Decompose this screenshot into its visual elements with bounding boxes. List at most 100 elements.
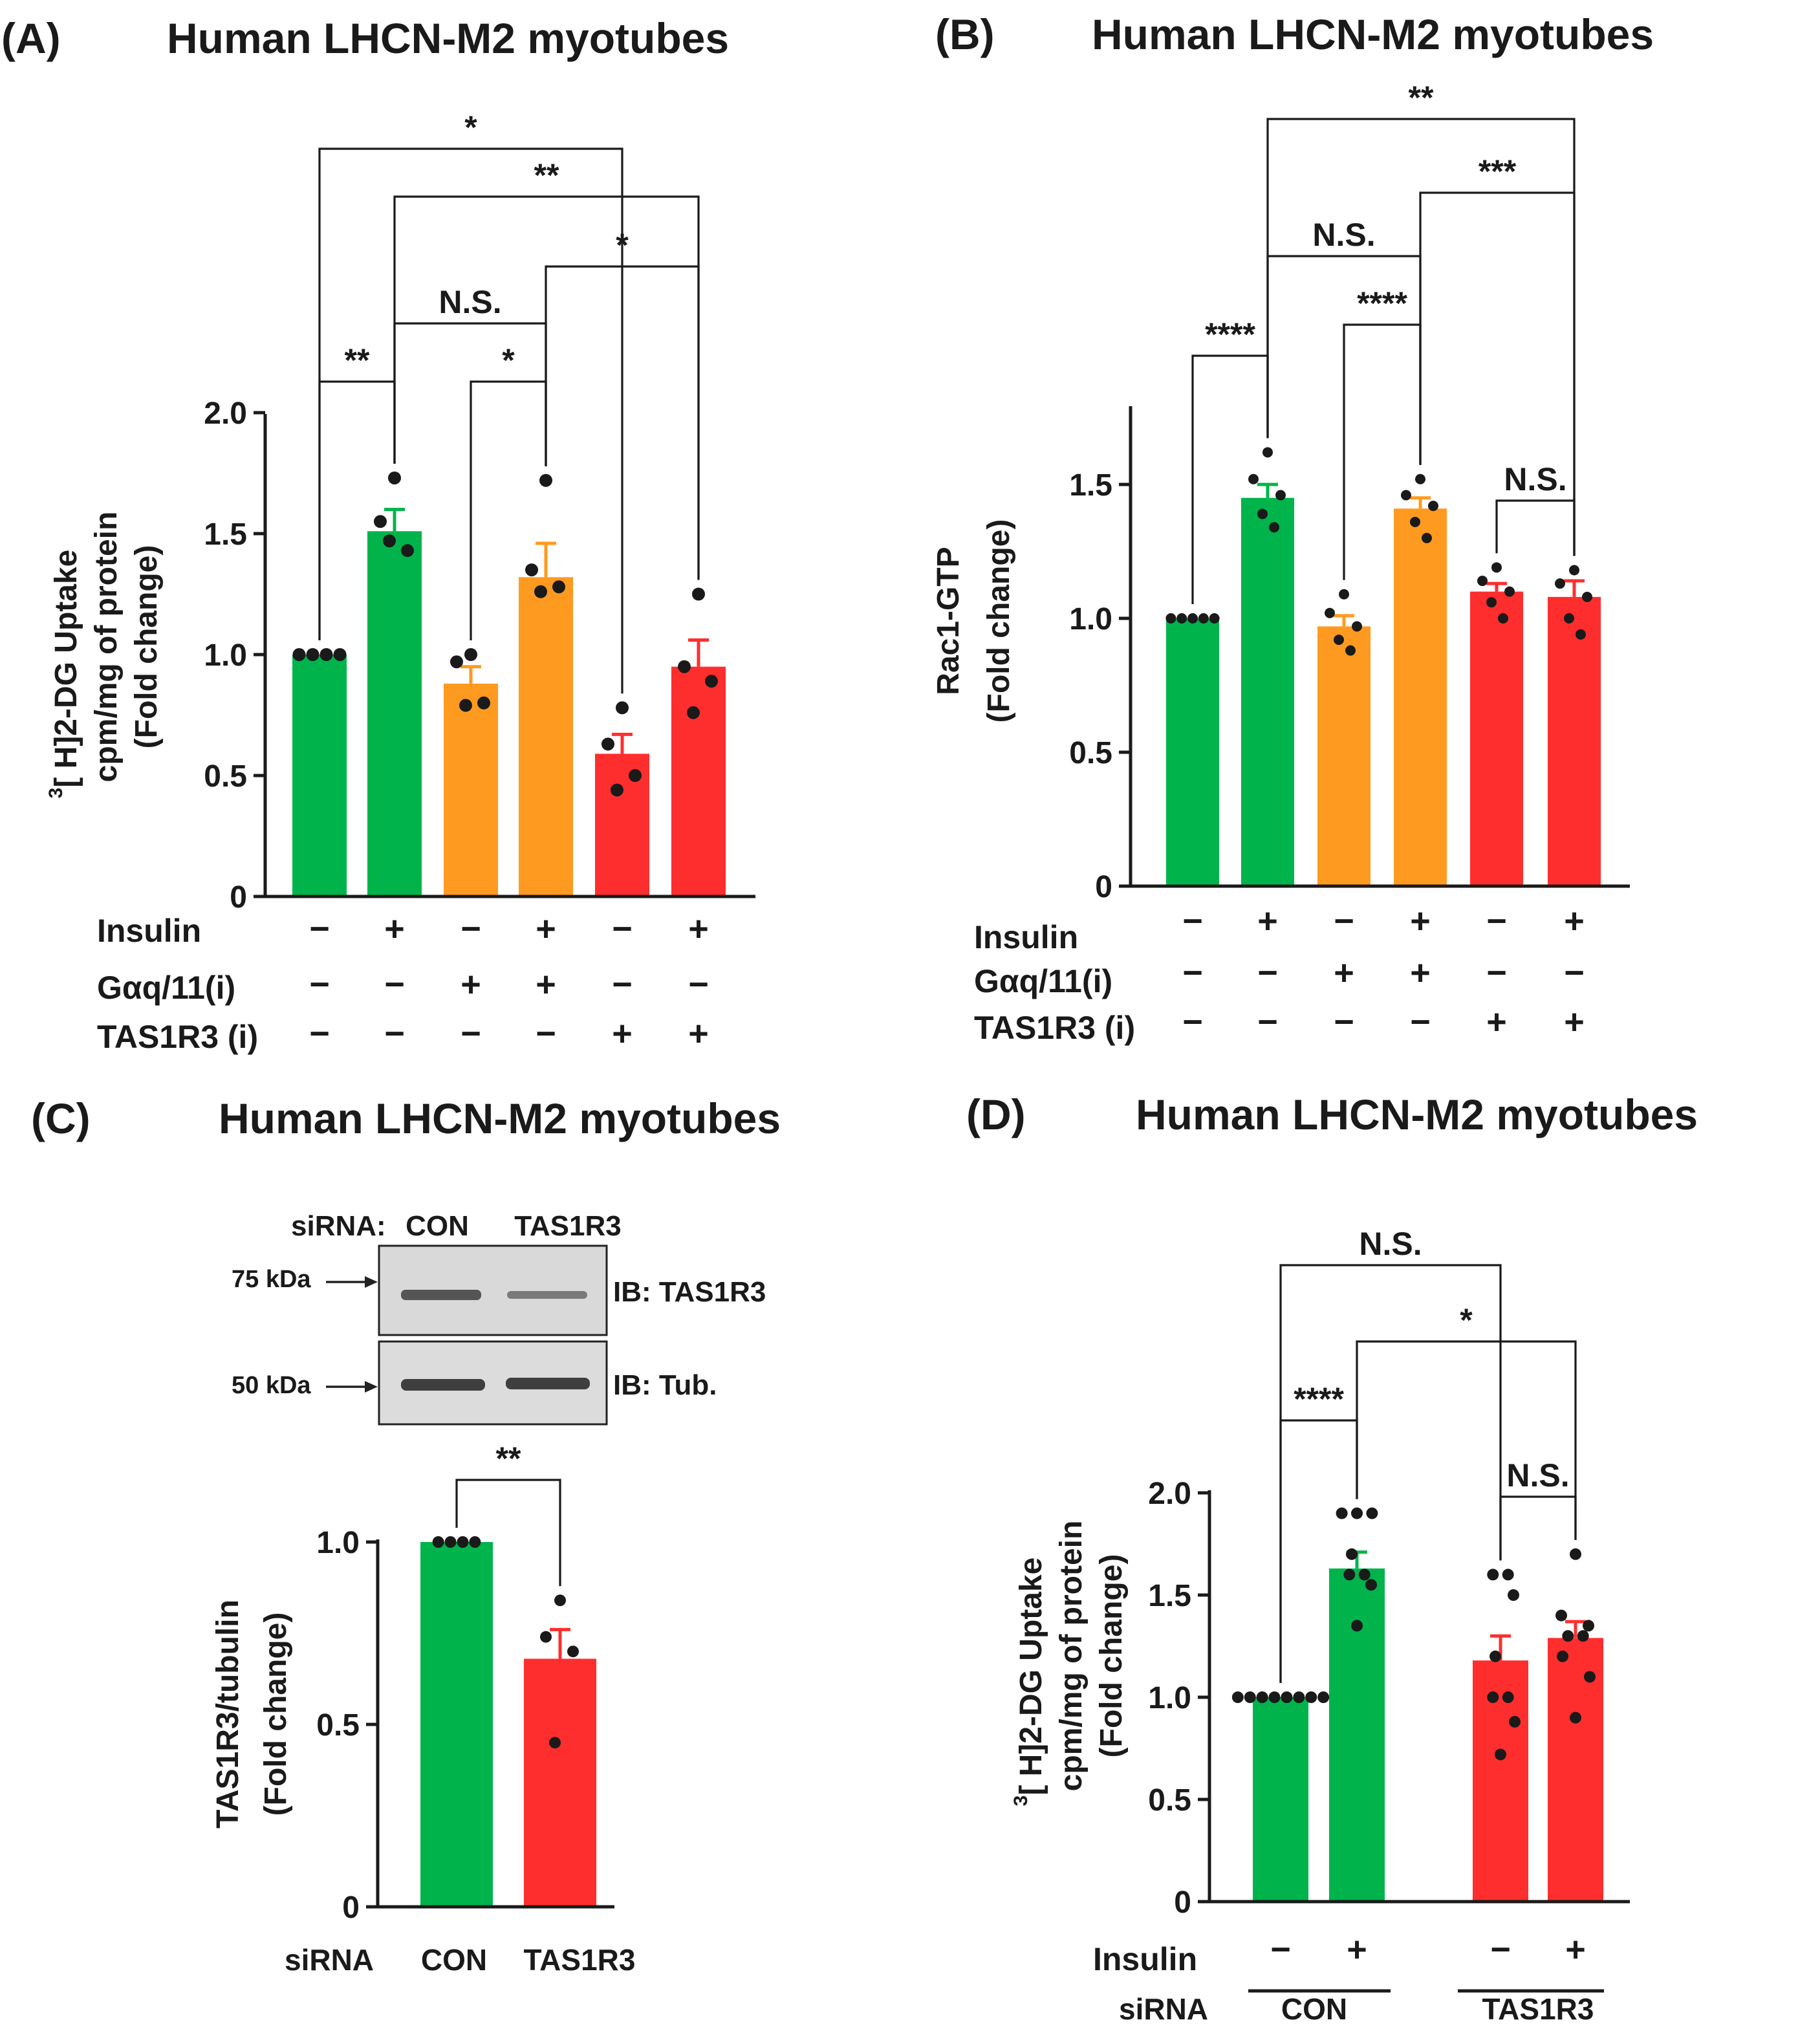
chart-a-point-1-1 bbox=[292, 648, 306, 661]
chart-d-point-3-1 bbox=[1487, 1569, 1499, 1581]
chart-a-sign-2-5: − bbox=[612, 965, 633, 1004]
chart-b-sign-3-2: − bbox=[1257, 1003, 1278, 1041]
chart-a-point-4-2 bbox=[525, 563, 538, 577]
chart-b-point-2-3 bbox=[1275, 490, 1286, 501]
chart-d-point-1-2 bbox=[1244, 1691, 1256, 1703]
chart-b-condition-name-3: TAS1R3 (i) bbox=[974, 1010, 1135, 1046]
chart-c-bar-2 bbox=[524, 1658, 596, 1907]
chart-d-point-2-7 bbox=[1365, 1579, 1377, 1591]
panel-c-title: Human LHCN-M2 myotubes bbox=[219, 1094, 781, 1142]
chart-d-point-2-4 bbox=[1346, 1548, 1358, 1560]
panel-a-title: Human LHCN-M2 myotubes bbox=[167, 14, 729, 62]
chart-b-sign-3-3: − bbox=[1334, 1003, 1354, 1041]
chart-b-ylabel-line-1: Rac1-GTP bbox=[931, 547, 966, 695]
chart-d-point-4-7 bbox=[1584, 1671, 1596, 1683]
chart-b-y-tick-label-3: 1.0 bbox=[1069, 602, 1112, 636]
blot-marker-50: 50 kDa bbox=[232, 1372, 311, 1399]
chart-b-point-3-1 bbox=[1339, 589, 1349, 600]
chart-d-ylabel-line-1: 3[ H]2-DG Uptake bbox=[1010, 1558, 1048, 1807]
chart-a-sign-1-2: + bbox=[384, 909, 405, 948]
chart-a-sig-label-5: ** bbox=[534, 157, 559, 193]
chart-b-ylabel-line-2: (Fold change) bbox=[982, 519, 1016, 723]
chart-c-category-2: TAS1R3 bbox=[524, 1943, 636, 1977]
chart-d-bar-4 bbox=[1548, 1638, 1603, 1902]
chart-a-point-2-2 bbox=[374, 515, 387, 528]
chart-d-bracket-3 bbox=[1356, 1340, 1577, 1540]
chart-a-sign-2-3: + bbox=[460, 965, 481, 1004]
chart-b-bar-5 bbox=[1470, 591, 1523, 886]
chart-b-condition-name-2: Gαq/11(i) bbox=[974, 963, 1112, 999]
chart-b-sig-label-5: *** bbox=[1479, 153, 1517, 190]
chart-b-point-1-2 bbox=[1176, 613, 1187, 624]
chart-b-point-6-1 bbox=[1569, 565, 1579, 576]
chart-a-condition-name-1: Insulin bbox=[97, 913, 201, 949]
chart-b-point-6-2 bbox=[1555, 578, 1565, 589]
chart-d-point-3-4 bbox=[1490, 1650, 1501, 1662]
chart-d-point-4-3 bbox=[1583, 1620, 1594, 1632]
chart-c-point-1-3 bbox=[457, 1536, 469, 1548]
chart-d-point-1-6 bbox=[1293, 1691, 1305, 1703]
chart-b-sign-2-4: + bbox=[1410, 953, 1431, 992]
chart-d-y-tick-label-4: 1.5 bbox=[1148, 1579, 1191, 1613]
chart-a-point-3-1 bbox=[464, 648, 477, 661]
chart-a-bar-3 bbox=[444, 683, 498, 896]
chart-b-bar-1 bbox=[1166, 618, 1219, 886]
chart-b-point-5-1 bbox=[1491, 562, 1502, 573]
chart-b-y-tick-label-1: 0 bbox=[1095, 870, 1112, 904]
chart-b-error-bar-6 bbox=[1564, 579, 1585, 597]
chart-d-point-2-5 bbox=[1343, 1569, 1356, 1581]
chart-a-error-bar-5 bbox=[612, 732, 633, 754]
chart-b-point-4-5 bbox=[1422, 532, 1432, 543]
chart-d-sig-label-3: * bbox=[1460, 1302, 1473, 1338]
blot-arrowhead-50 bbox=[365, 1381, 378, 1393]
chart-a-sig-label-6: * bbox=[464, 109, 477, 146]
chart-a-point-5-4 bbox=[611, 783, 623, 797]
chart-b-point-4-1 bbox=[1415, 473, 1425, 484]
chart-d-sig-label-1: **** bbox=[1294, 1381, 1344, 1417]
chart-d-ylabel-line-2: cpm/mg of protein bbox=[1054, 1521, 1089, 1792]
chart-c: TAS1R3/tubulin (Fold change) 0 0.5 1.0 ** si… bbox=[211, 1440, 635, 1977]
chart-a-point-3-3 bbox=[477, 696, 490, 710]
chart-a-sign-2-4: + bbox=[536, 965, 556, 1004]
chart-b-point-3-5 bbox=[1345, 645, 1356, 656]
chart-a: 3[ H]2-DG Uptake cpm/mg of protein (Fold… bbox=[45, 109, 755, 1055]
chart-b-error-bar-4 bbox=[1410, 496, 1431, 509]
chart-a-sign-1-3: − bbox=[460, 909, 481, 948]
chart-b-point-3-3 bbox=[1352, 621, 1362, 632]
chart-b-sign-1-6: + bbox=[1564, 902, 1585, 940]
chart-a-error-bar-2 bbox=[384, 508, 405, 532]
chart-b-point-4-2 bbox=[1401, 490, 1411, 501]
chart-b-point-4-3 bbox=[1428, 501, 1438, 512]
chart-d-bar-3 bbox=[1473, 1660, 1528, 1902]
chart-c-ylabel-line-2: (Fold change) bbox=[259, 1613, 293, 1816]
chart-d-point-4-1 bbox=[1570, 1548, 1581, 1560]
chart-b-sign-3-1: − bbox=[1182, 1003, 1203, 1041]
blot-band-tas1r3-con bbox=[401, 1290, 481, 1300]
chart-d-point-2-8 bbox=[1351, 1620, 1363, 1632]
chart-c-point-2-2 bbox=[540, 1631, 552, 1643]
chart-d-y-tick-label-3: 1.0 bbox=[1148, 1681, 1191, 1715]
chart-c-point-2-3 bbox=[567, 1645, 579, 1658]
chart-b-sign-1-1: − bbox=[1182, 902, 1203, 940]
chart-d-point-3-8 bbox=[1495, 1748, 1506, 1761]
chart-b-point-5-3 bbox=[1504, 586, 1515, 597]
chart-d-sign-1-2: + bbox=[1347, 1930, 1367, 1969]
chart-a-error-bar-6 bbox=[688, 638, 709, 667]
panel-c-label: (C) bbox=[31, 1094, 91, 1142]
chart-d-sign-1-1: − bbox=[1270, 1930, 1291, 1969]
chart-b-sig-label-4: N.S. bbox=[1312, 217, 1375, 253]
chart-c-bracket-1 bbox=[455, 1479, 561, 1587]
chart-b-bar-2 bbox=[1241, 497, 1294, 886]
chart-a-point-2-4 bbox=[383, 534, 396, 548]
chart-a-sig-label-1: ** bbox=[345, 342, 370, 378]
chart-a-bracket-6 bbox=[318, 147, 623, 694]
blot-arrowhead-75 bbox=[365, 1276, 378, 1288]
chart-d-point-2-2 bbox=[1351, 1507, 1363, 1519]
chart-a-point-1-4 bbox=[333, 648, 347, 661]
chart-b-bracket-3 bbox=[1495, 499, 1576, 556]
chart-a-y-tick-label-2: 0.5 bbox=[204, 759, 247, 794]
chart-a-point-1-3 bbox=[320, 648, 333, 661]
chart-a-sign-3-6: + bbox=[688, 1014, 709, 1053]
chart-a-sign-3-5: + bbox=[612, 1014, 633, 1053]
chart-a-bar-4 bbox=[519, 577, 573, 896]
